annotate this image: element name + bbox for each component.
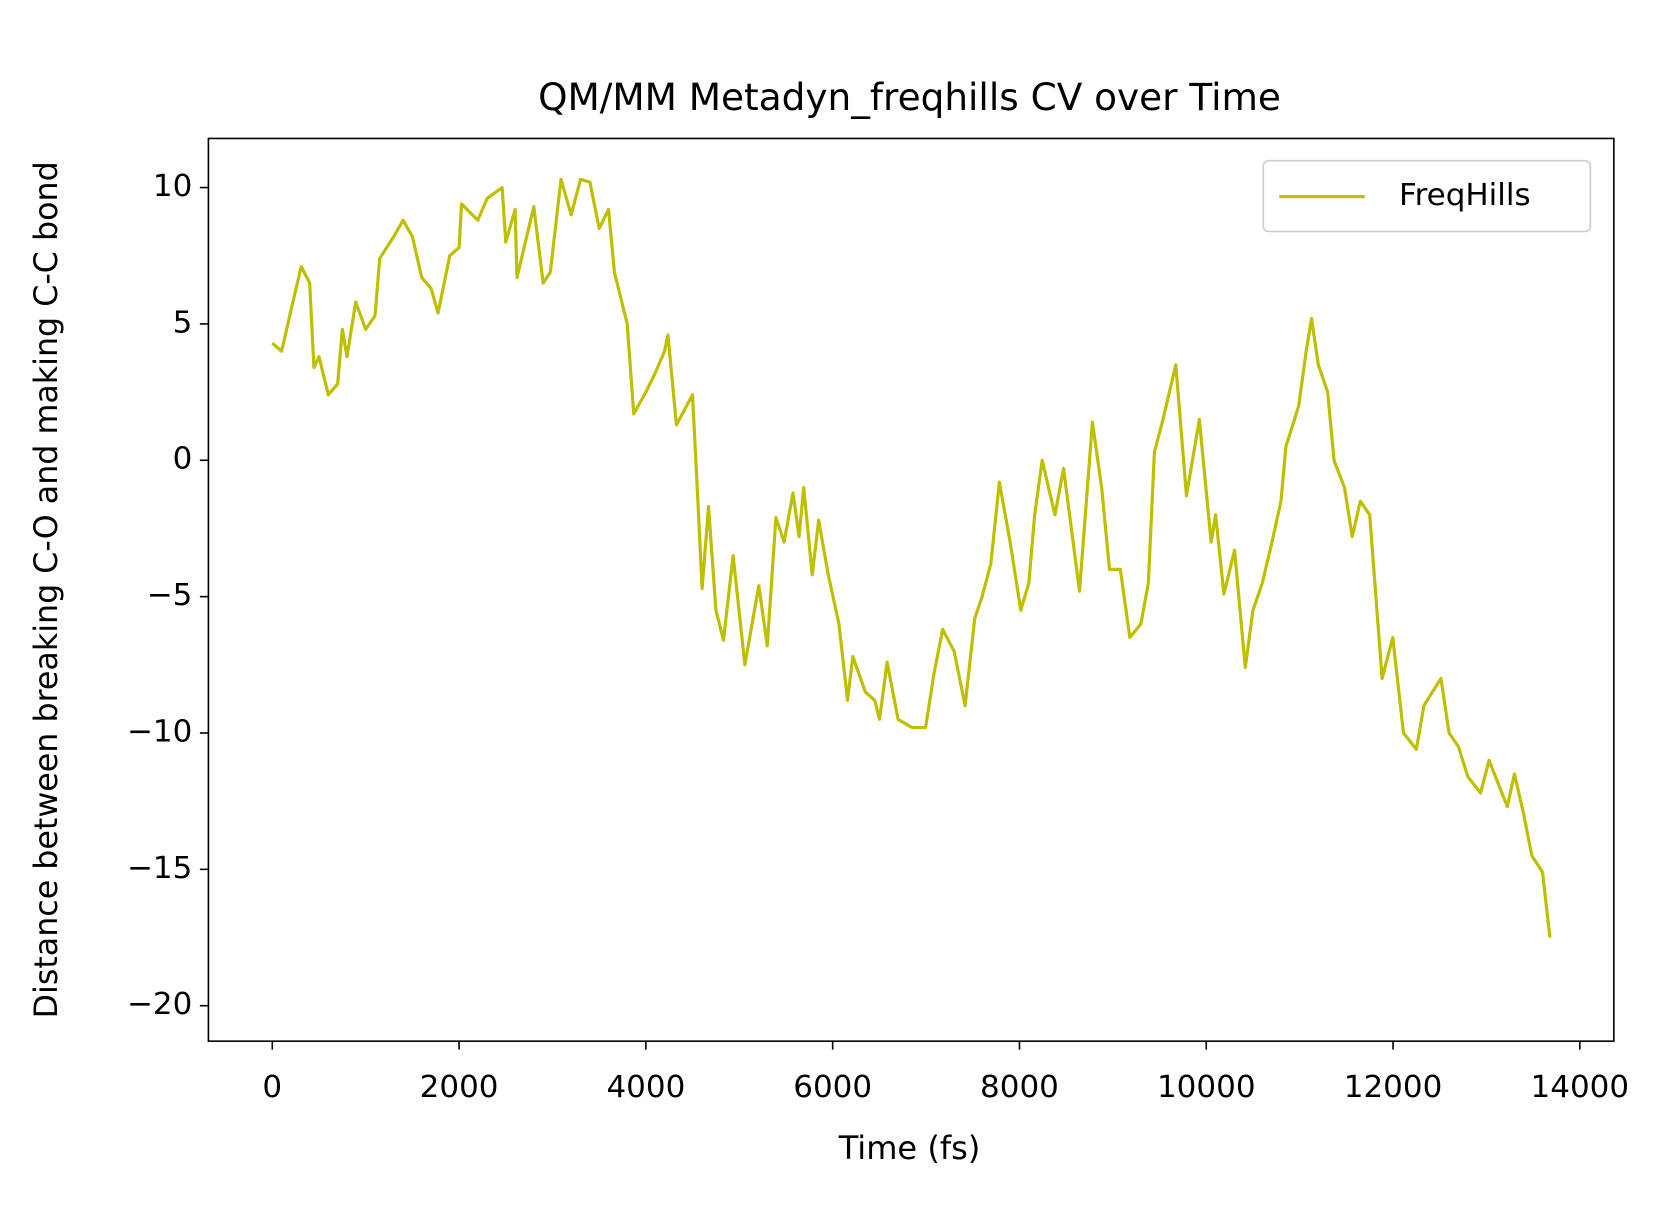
x-tick-label: 14000 bbox=[1531, 1069, 1630, 1105]
x-tick-label: 6000 bbox=[793, 1069, 872, 1105]
x-tick-label: 8000 bbox=[980, 1069, 1059, 1105]
chart-title: QM/MM Metadyn_freqhills CV over Time bbox=[538, 75, 1281, 119]
x-tick-label: 0 bbox=[262, 1069, 282, 1105]
y-tick-label: −20 bbox=[127, 986, 192, 1022]
y-axis-label: Distance between breaking C-O and making… bbox=[27, 161, 65, 1018]
y-tick-label: −5 bbox=[147, 577, 193, 613]
legend-box bbox=[1262, 159, 1592, 233]
x-axis-label: Time (fs) bbox=[838, 1129, 981, 1167]
y-tick-label: 5 bbox=[173, 305, 193, 341]
series-line bbox=[271, 177, 1552, 938]
y-tick-label: −10 bbox=[127, 714, 192, 750]
x-tick-label: 4000 bbox=[606, 1069, 685, 1105]
x-tick-label: 12000 bbox=[1344, 1069, 1443, 1105]
x-tick-label: 10000 bbox=[1157, 1069, 1256, 1105]
plot-frame bbox=[207, 137, 1615, 1042]
y-tick-label: 0 bbox=[173, 441, 193, 477]
x-tick-label: 2000 bbox=[420, 1069, 499, 1105]
legend-label: FreqHills bbox=[1399, 177, 1531, 213]
y-tick-label: −15 bbox=[127, 850, 192, 886]
y-tick-label: 10 bbox=[153, 168, 192, 204]
